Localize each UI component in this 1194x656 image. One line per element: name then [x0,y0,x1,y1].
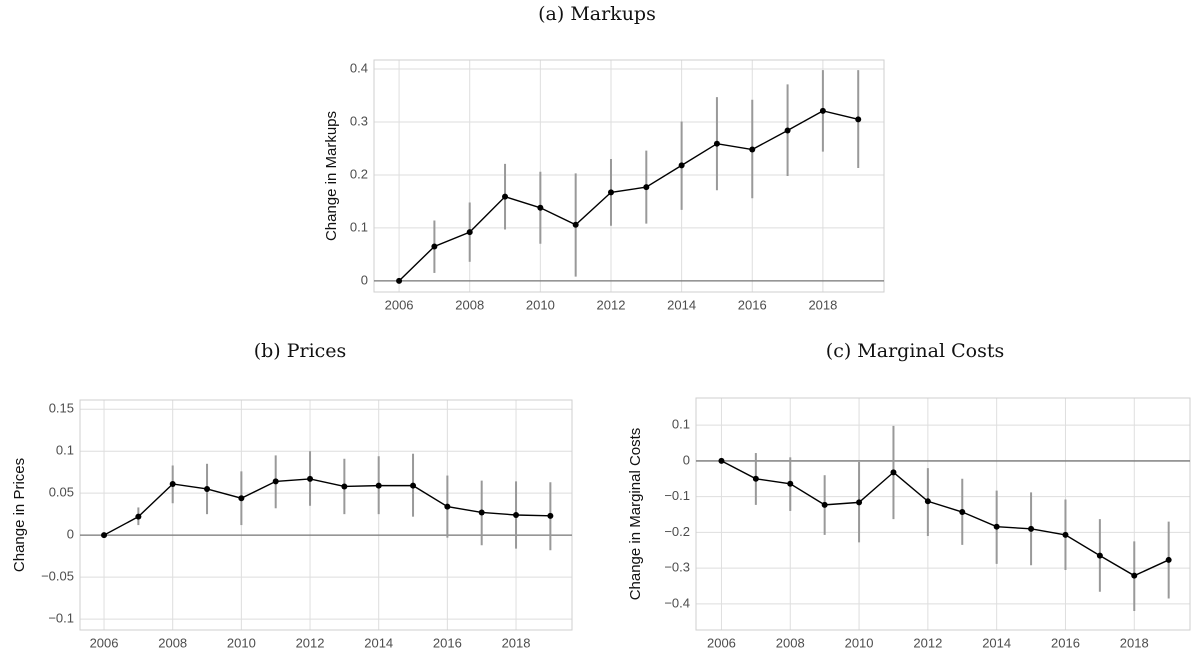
panel-title: (b) Prices [254,340,347,362]
point [1062,531,1069,538]
plot-frame [695,397,1191,631]
point [375,482,382,489]
point [890,469,897,476]
point [307,475,314,482]
y-tick-label: 0.3 [350,113,368,128]
point [410,482,417,489]
y-axis-label: Change in Marginal Costs [627,428,644,601]
y-tick-label: 0 [683,452,690,467]
y-tick-label: −0.1 [664,488,690,503]
panel-title: (c) Marginal Costs [826,340,1004,362]
point [547,512,554,519]
y-tick-label: 0 [361,272,368,287]
point [204,485,211,492]
point [444,503,451,510]
plot-frame [79,399,573,631]
x-tick-label: 2008 [158,635,187,650]
x-tick-label: 2010 [227,635,256,650]
point [135,513,142,520]
y-tick-label: −0.4 [664,595,690,610]
point [821,501,828,508]
x-tick-label: 2016 [1051,635,1080,650]
x-tick-label: 2014 [982,635,1011,650]
series-line [103,478,551,536]
x-tick-label: 2012 [597,297,626,312]
y-tick-label: −0.2 [664,524,690,539]
point [643,184,650,191]
point [607,189,614,196]
point [513,512,520,518]
x-tick-label: 2014 [364,635,393,650]
point [1096,552,1103,559]
point [502,193,509,200]
panel-title: (a) Markups [538,3,656,25]
y-tick-label: 0.2 [350,166,368,181]
point [993,523,1000,530]
point [678,162,685,169]
y-tick-label: −0.1 [48,611,74,626]
x-tick-label: 2016 [738,297,767,312]
y-tick-label: 0 [67,527,74,542]
y-tick-label: −0.05 [41,569,74,584]
x-tick-label: 2014 [667,297,696,312]
point [466,229,473,236]
point [341,483,348,490]
point [784,127,791,134]
x-tick-label: 2018 [502,635,531,650]
y-axis-label: Change in Markups [323,111,340,241]
point [856,499,863,506]
plot-frame [373,59,885,293]
x-tick-label: 2008 [776,635,805,650]
point [101,532,108,539]
x-tick-label: 2012 [296,635,325,650]
point [713,140,720,147]
x-tick-label: 2006 [385,297,414,312]
x-tick-label: 2010 [845,635,874,650]
y-axis-label: Change in Prices [11,458,28,572]
y-tick-label: −0.3 [664,560,690,575]
x-tick-label: 2018 [808,297,837,312]
y-tick-label: 0.4 [350,60,368,75]
point [272,478,279,485]
point [572,221,579,228]
x-tick-label: 2018 [1120,635,1149,650]
point [169,480,176,487]
point [749,146,756,153]
point [1131,572,1138,579]
y-tick-label: 0.1 [350,219,368,234]
point [537,204,544,211]
y-tick-label: 0.15 [49,401,74,416]
y-tick-label: 0.1 [672,417,690,432]
point [959,509,966,516]
point [478,509,485,516]
y-tick-label: 0.05 [49,485,74,500]
point [1165,556,1172,563]
point [396,277,403,284]
x-tick-label: 2006 [707,635,736,650]
series-line [721,460,1169,577]
point [752,475,759,482]
point [787,480,794,487]
point [238,495,245,502]
point [718,457,725,464]
y-tick-label: 0.1 [56,443,74,458]
x-tick-label: 2006 [90,635,119,650]
point [855,116,862,123]
x-tick-label: 2010 [526,297,555,312]
point [1028,525,1035,532]
point [431,243,438,250]
point [924,498,931,505]
x-tick-label: 2016 [433,635,462,650]
point [819,107,826,114]
x-tick-label: 2012 [913,635,942,650]
x-tick-label: 2008 [455,297,484,312]
series-line [398,110,859,282]
